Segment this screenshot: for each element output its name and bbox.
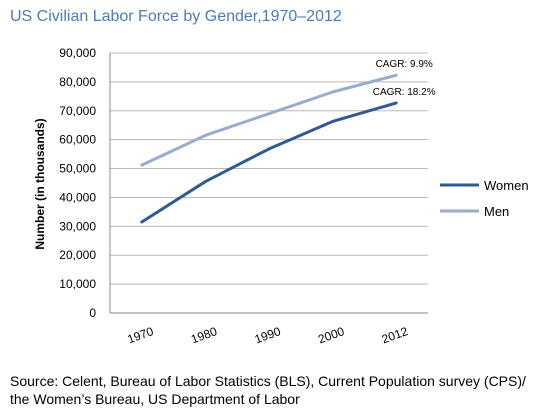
y-tick-label: 10,000 [59, 277, 96, 291]
legend-label: Women [484, 178, 529, 193]
cagr-annotation: CAGR: 9.9% [376, 59, 433, 70]
axes [109, 53, 428, 314]
series-lines [140, 73, 398, 224]
series-line-women [140, 101, 398, 224]
source-note: Source: Celent, Bureau of Labor Statisti… [10, 373, 526, 407]
x-tick-label: 1980 [189, 324, 219, 346]
y-tick-label: 90,000 [59, 46, 96, 60]
y-tick-label: 50,000 [59, 162, 96, 176]
x-tick-label: 2012 [380, 324, 410, 346]
y-axis-label: Number (in thousands) [33, 118, 47, 249]
gridlines [110, 52, 428, 285]
x-tick-label: 2000 [316, 324, 346, 346]
legend-label: Men [484, 204, 509, 219]
y-tick-label: 20,000 [59, 248, 96, 262]
x-tick-label: 1970 [125, 324, 155, 346]
y-tick-label: 60,000 [59, 133, 96, 147]
y-tick-label: 0 [89, 306, 96, 320]
y-tick-label: 80,000 [59, 75, 96, 89]
y-tick-label: 70,000 [59, 104, 96, 118]
x-tick-label: 1990 [253, 324, 283, 346]
line-chart: 0 10,000 20,000 30,000 40,000 50,000 60,000 70,… [33, 46, 529, 346]
chart-title: US Civilian Labor Force by Gender,1970–2… [10, 8, 342, 25]
series-line-men [140, 73, 398, 167]
legend: Women Men [440, 178, 529, 219]
y-tick-labels: 0 10,000 20,000 30,000 40,000 50,000 60,000 70,… [59, 46, 96, 320]
y-tick-label: 40,000 [59, 190, 96, 204]
annotations: CAGR: 18.2% CAGR: 9.9% [373, 59, 436, 98]
cagr-annotation: CAGR: 18.2% [373, 87, 436, 98]
x-tick-labels: 1970 1980 1990 2000 2012 [125, 324, 410, 346]
y-tick-label: 30,000 [59, 219, 96, 233]
